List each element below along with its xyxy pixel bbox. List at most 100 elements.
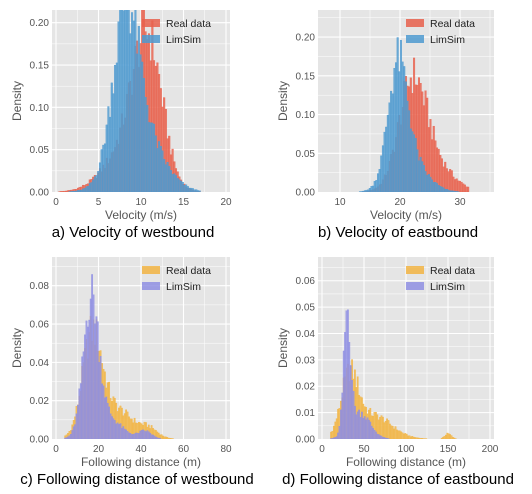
histogram-bar — [414, 138, 417, 192]
histogram-bar — [352, 390, 355, 439]
histogram-bar — [122, 426, 125, 439]
histogram-bar — [409, 128, 412, 192]
histogram-bar — [345, 310, 348, 439]
histogram-bar — [385, 126, 388, 192]
histogram-bar — [421, 161, 424, 192]
histogram-bar — [153, 435, 156, 439]
histogram-bar — [153, 123, 156, 192]
histogram-bar — [383, 131, 386, 192]
legend-label: Real data — [166, 265, 211, 277]
histogram-bar — [78, 189, 81, 192]
histogram-bar — [178, 179, 181, 192]
histogram-bar — [408, 435, 411, 439]
histogram-bar — [408, 110, 411, 192]
histogram-bar — [65, 437, 68, 439]
histogram-bar — [142, 429, 145, 439]
histogram-bar — [105, 124, 108, 192]
histogram-bar — [79, 383, 82, 439]
histogram-bar — [333, 437, 335, 439]
histogram-bar — [439, 186, 442, 192]
histogram-bar — [109, 413, 112, 439]
histogram-bar — [434, 182, 437, 192]
histogram-bar — [457, 180, 460, 192]
histogram-bar — [87, 186, 90, 192]
histogram-bar — [77, 404, 79, 439]
histogram-bar — [396, 429, 398, 439]
histogram-bar — [145, 431, 147, 439]
histogram-bar — [107, 106, 110, 192]
histogram-bar — [137, 26, 140, 192]
histogram-bar — [465, 186, 468, 192]
y-tick-label: 0.15 — [30, 61, 50, 72]
histogram-bar — [445, 168, 448, 192]
histogram-bar — [139, 430, 142, 439]
histogram-bar — [367, 189, 370, 192]
histogram-bar — [108, 406, 111, 439]
legend-swatch — [142, 35, 160, 43]
histogram-bar — [169, 438, 171, 439]
y-tick-label: 0.03 — [296, 355, 316, 366]
histogram-bar — [404, 433, 407, 439]
histogram-bar — [467, 186, 470, 192]
histogram-bar — [454, 191, 457, 192]
histogram-bar — [375, 431, 377, 439]
histogram-bar — [64, 437, 67, 439]
histogram-bar — [98, 162, 101, 192]
histogram-bar — [135, 432, 137, 439]
series-limsim — [358, 37, 460, 192]
histogram-bar — [164, 164, 167, 192]
histogram-bar — [106, 402, 109, 439]
y-tick-label: 0.08 — [30, 281, 50, 292]
histogram-bar — [452, 176, 455, 192]
histogram-bar — [104, 143, 107, 192]
histogram-bar — [444, 189, 447, 192]
histogram-bar — [450, 435, 453, 439]
histogram-bar — [356, 411, 359, 439]
x-axis-label: Following distance (m) — [346, 455, 466, 469]
histogram-bar — [360, 191, 363, 192]
histogram-bar — [380, 415, 383, 439]
histogram-bar — [127, 10, 130, 192]
x-axis-label: Velocity (m/s) — [105, 208, 177, 222]
histogram-bar — [349, 365, 352, 439]
histogram-bar — [94, 323, 96, 439]
histogram-bar — [449, 190, 452, 192]
histogram-bar — [167, 437, 170, 439]
histogram-bar — [393, 67, 396, 192]
histogram-bar — [382, 416, 384, 439]
histogram-bar — [188, 187, 191, 192]
histogram-bar — [115, 423, 118, 439]
histogram-bar — [351, 380, 353, 439]
legend-label: LimSim — [166, 34, 201, 46]
histogram-bar — [442, 436, 444, 439]
histogram-bar — [426, 175, 429, 192]
histogram-bar — [377, 434, 380, 439]
histogram-bar — [445, 434, 447, 439]
y-tick-label: 0.06 — [30, 320, 50, 331]
histogram-bar — [447, 171, 450, 192]
histogram-bar — [144, 97, 147, 192]
histogram-bar — [455, 191, 458, 192]
histogram-bar — [404, 81, 407, 192]
histogram-bar — [152, 434, 154, 439]
y-tick-label: 0.10 — [30, 103, 50, 114]
histogram-bar — [159, 438, 162, 439]
histogram-bar — [161, 150, 164, 192]
histogram-bar — [382, 437, 384, 439]
histogram-bar — [376, 433, 379, 439]
histogram-bar — [375, 180, 378, 192]
histogram-bar — [378, 169, 381, 192]
histogram-bar — [133, 433, 136, 439]
histogram-bar — [117, 21, 120, 192]
x-tick-label: 20 — [394, 197, 406, 208]
legend-swatch — [406, 19, 424, 27]
legend: Real data LimSim — [142, 18, 211, 46]
histogram-bar — [125, 10, 129, 192]
histogram-bar — [191, 188, 194, 192]
histogram-bar — [61, 191, 64, 192]
histogram-bar — [403, 66, 406, 192]
histogram-bar — [406, 100, 409, 192]
histogram-bar — [75, 413, 78, 439]
histogram-bar — [164, 436, 167, 439]
